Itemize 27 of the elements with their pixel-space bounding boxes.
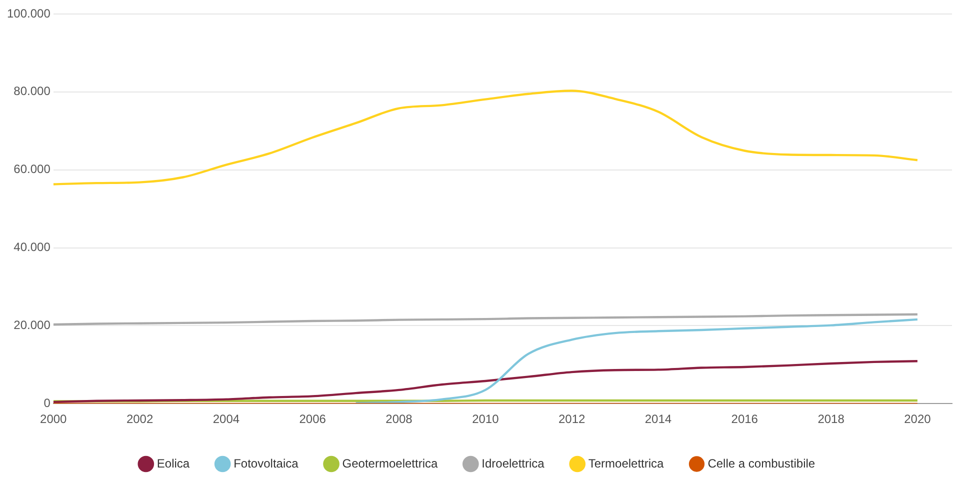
y-tick-label: 0 (44, 396, 51, 410)
x-tick-label: 2018 (818, 412, 845, 426)
legend-label: Idroelettrica (482, 456, 545, 470)
legend-label: Eolica (156, 456, 190, 470)
y-tick-label: 40.000 (14, 240, 51, 254)
legend-label: Fotovoltaica (234, 456, 299, 470)
line-series (354, 318, 919, 404)
x-tick-label: 2020 (904, 412, 932, 426)
x-tick-label: 2006 (299, 412, 326, 426)
y-tick-label: 60.000 (14, 162, 51, 176)
x-tick-label: 2012 (558, 412, 586, 426)
x-tick-label: 2002 (126, 412, 154, 426)
y-tick-label: 80.000 (14, 84, 51, 98)
line-series (53, 360, 919, 404)
y-tick-label: 20.000 (14, 318, 51, 332)
line-series (53, 313, 919, 326)
x-tick-label: 2000 (40, 412, 68, 426)
legend-label: Geotermoelettrica (342, 456, 438, 470)
x-tick-label: 2010 (472, 412, 500, 426)
x-tick-label: 2016 (731, 412, 758, 426)
x-tick-label: 2008 (386, 412, 413, 426)
y-tick-label: 100.000 (6, 6, 51, 20)
legend-label: Termoelettrica (588, 456, 664, 470)
legend-label: Celle a combustibile (708, 456, 816, 470)
x-tick-label: 2014 (644, 412, 672, 426)
x-tick-label: 2004 (212, 412, 240, 426)
line-series (53, 90, 919, 186)
